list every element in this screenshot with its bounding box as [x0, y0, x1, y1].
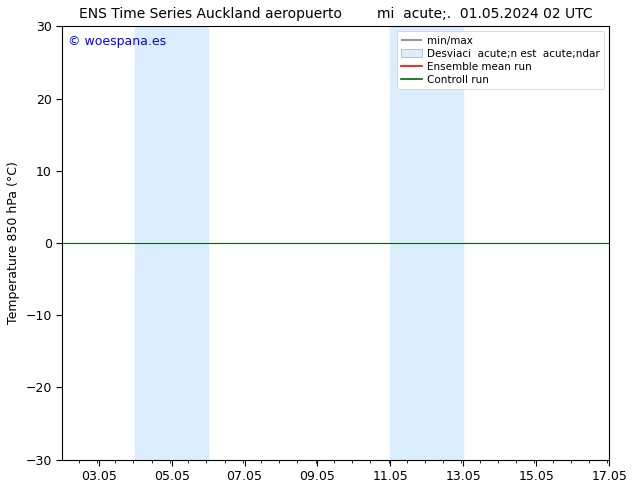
Legend: min/max, Desviaci  acute;n est  acute;ndar, Ensemble mean run, Controll run: min/max, Desviaci acute;n est acute;ndar… [397, 31, 604, 89]
Text: © woespana.es: © woespana.es [68, 35, 166, 48]
Bar [391, 26, 463, 460]
Y-axis label: Temperature 850 hPa (°C): Temperature 850 hPa (°C) [7, 162, 20, 324]
Bar [135, 26, 208, 460]
Title: ENS Time Series Auckland aeropuerto        mi  acute;.  01.05.2024 02 UTC: ENS Time Series Auckland aeropuerto mi a… [79, 7, 593, 21]
